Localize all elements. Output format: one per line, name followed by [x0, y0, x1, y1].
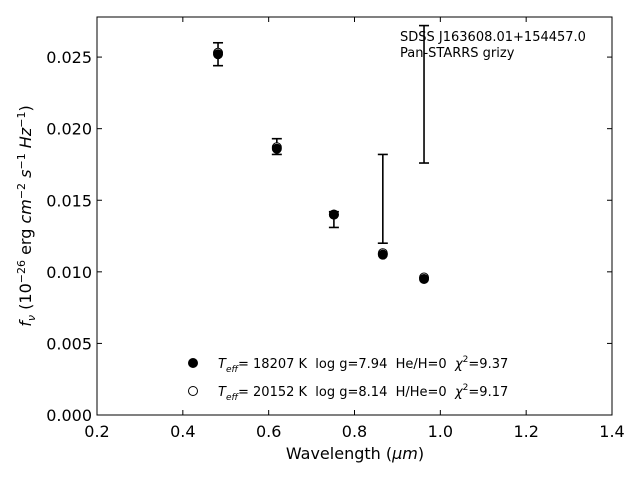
- y-tick-label: 0.015: [46, 191, 92, 210]
- y-axis-label: fν (10−26 erg cm−2 s−1 Hz−1): [15, 105, 38, 326]
- x-tick-label: 0.4: [170, 422, 195, 441]
- y-tick-label: 0.005: [46, 334, 92, 353]
- y-tick-label: 0.010: [46, 263, 92, 282]
- model-point-filled: [271, 143, 282, 154]
- annotation-object-name: SDSS J163608.01+154457.0: [400, 30, 586, 45]
- legend-entry-2-label: Teff= 20152 K log g=8.14 H/He=0 χ2=9.17: [218, 383, 508, 403]
- annotation: SDSS J163608.01+154457.0 Pan-STARRS griz…: [400, 30, 586, 61]
- error-bar: [419, 24, 430, 164]
- y-tick-label: 0.000: [46, 406, 92, 425]
- x-tick-label: 1.0: [428, 422, 453, 441]
- plot-frame: [96, 16, 613, 416]
- x-tick-label: 1.2: [513, 422, 538, 441]
- y-tick-label: 0.025: [46, 48, 92, 67]
- legend-marker-filled: [188, 358, 198, 368]
- error-bar: [377, 153, 388, 245]
- annotation-survey-name: Pan-STARRS grizy: [400, 46, 515, 61]
- plot-area: [213, 24, 430, 284]
- model-point-filled: [213, 49, 224, 60]
- x-tick-label: 1.4: [599, 422, 624, 441]
- model-point-filled: [377, 249, 388, 260]
- legend-entry-1-label: Teff= 18207 K log g=7.94 He/H=0 χ2=9.37: [218, 355, 508, 375]
- legend: Teff= 18207 K log g=7.94 He/H=0 χ2=9.37 …: [188, 355, 508, 403]
- legend-marker-open: [188, 386, 198, 396]
- x-tick-label: 0.8: [342, 422, 367, 441]
- y-tick-label: 0.020: [46, 120, 92, 139]
- x-tick-label: 0.2: [84, 422, 109, 441]
- axis-ticks: 0.2 0.4 0.6 0.8 1.0 1.2 1.4 0.000 0.005 0.010 0.01…: [46, 17, 625, 441]
- x-tick-label: 0.6: [256, 422, 281, 441]
- model-point-filled: [419, 273, 430, 284]
- model-point-filled: [328, 209, 339, 220]
- x-axis-label: Wavelength (μm): [286, 444, 424, 463]
